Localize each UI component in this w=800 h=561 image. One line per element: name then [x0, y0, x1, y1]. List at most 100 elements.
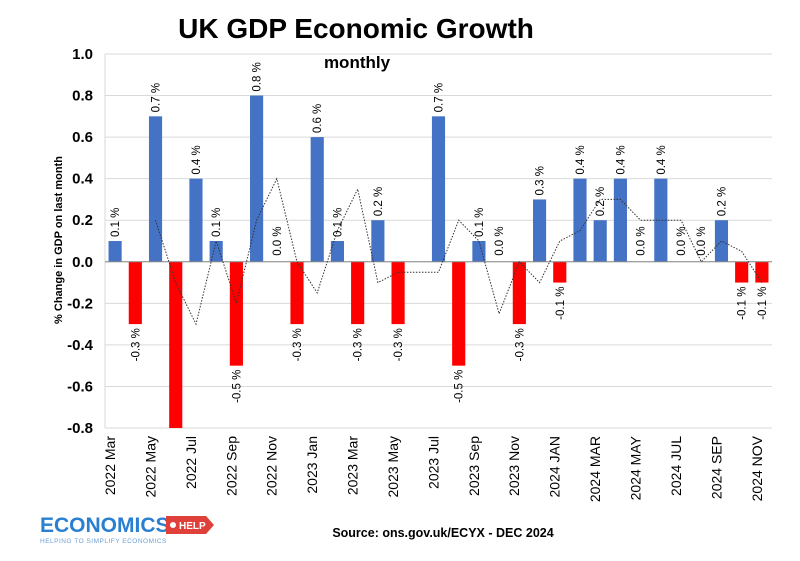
chart-subtitle: monthly — [324, 53, 391, 72]
y-tick-label: -0.2 — [67, 295, 93, 312]
x-tick-label: 2023 Sep — [466, 436, 482, 496]
bar — [391, 261, 405, 325]
bar — [553, 261, 567, 283]
logo-text: ECONOMICS — [40, 514, 170, 537]
x-tick-label: 2024 JUL — [668, 436, 684, 496]
bar — [714, 220, 729, 262]
x-tick-label: 2024 MAR — [587, 436, 603, 502]
bar — [654, 178, 668, 262]
data-label: -0.3 % — [292, 328, 304, 361]
bar — [128, 261, 142, 325]
x-tick-label: 2023 Jul — [425, 436, 441, 489]
bar — [148, 116, 163, 262]
y-tick-label: -0.6 — [67, 378, 93, 395]
data-label: 0.2 % — [373, 187, 385, 216]
y-tick-label: -0.4 — [67, 337, 94, 354]
bar — [431, 116, 446, 262]
bar — [189, 178, 203, 262]
data-label: -0.1 % — [737, 287, 749, 320]
data-label: 0.0 % — [272, 226, 284, 255]
data-label: 0.1 % — [474, 208, 486, 237]
logo-badge-shape — [166, 516, 214, 534]
trend-line-path — [155, 177, 763, 326]
logo-badge-hole-icon — [170, 522, 176, 528]
data-label: 0.0 % — [676, 226, 688, 255]
x-tick-label: 2024 MAY — [628, 435, 644, 500]
data-label: 0.1 % — [332, 208, 344, 237]
bar — [330, 241, 345, 262]
bar — [290, 261, 304, 325]
data-label: 0.0 % — [636, 226, 648, 255]
data-label: -0.3 % — [393, 328, 405, 361]
source-note: Source: ons.gov.uk/ECYX - DEC 2024 — [332, 526, 553, 540]
data-label: 0.3 % — [535, 166, 547, 195]
x-tick-label: 2022 May — [142, 436, 158, 497]
bar — [593, 220, 607, 262]
data-label: 0.7 % — [434, 83, 446, 112]
data-label: -0.1 % — [757, 287, 769, 320]
data-label: 0.2 % — [716, 187, 728, 216]
x-tick-label: 2024 NOV — [749, 435, 765, 501]
bar — [573, 178, 587, 262]
bar — [532, 199, 547, 262]
bar — [108, 241, 122, 262]
x-tick-label: 2022 Nov — [264, 436, 280, 496]
logo-badge-text: HELP — [179, 521, 206, 532]
bar — [755, 261, 769, 283]
bar — [613, 178, 627, 262]
x-tick-label: 2022 Sep — [223, 436, 239, 496]
data-label: 0.8 % — [252, 62, 264, 91]
x-tick-label: 2024 JAN — [547, 436, 563, 497]
x-tick-label: 2022 Mar — [102, 436, 118, 495]
x-tick-label: 2023 May — [385, 436, 401, 497]
bar — [512, 261, 526, 325]
data-label: 0.2 % — [595, 187, 607, 216]
y-tick-label: 0.0 — [72, 254, 93, 271]
data-label: 0.4 % — [615, 145, 627, 174]
data-label: 0.1 % — [110, 208, 122, 237]
y-tick-label: 0.8 — [72, 88, 93, 105]
data-label: -0.5 % — [231, 370, 243, 403]
data-label: 0.4 % — [656, 145, 668, 174]
data-label: -0.3 % — [514, 328, 526, 361]
bar — [452, 261, 466, 366]
bar — [229, 261, 243, 366]
data-label: 0.7 % — [151, 83, 163, 112]
bar — [735, 261, 749, 283]
data-label: 0.1 % — [211, 208, 223, 237]
bar — [250, 95, 264, 262]
bars — [105, 95, 772, 428]
x-tick-label: 2024 SEP — [708, 436, 724, 499]
economics-help-logo: ECONOMICS HELP HELPING TO SIMPLIFY ECONO… — [40, 514, 214, 545]
bar — [351, 261, 365, 325]
data-label: 0.0 % — [494, 226, 506, 255]
bar — [310, 137, 324, 262]
y-tick-label: 0.2 — [72, 212, 93, 229]
data-label: -0.5 % — [454, 370, 466, 403]
x-axis-ticks: 2022 Mar 2022 May 2022 Jul 2022 Sep 2022 Nov… — [102, 435, 765, 502]
data-label: 0.4 % — [575, 145, 587, 174]
bar — [209, 241, 223, 262]
y-tick-label: 0.4 — [72, 171, 94, 188]
data-label: 0.0 % — [696, 226, 708, 255]
data-label: 0.4 % — [191, 145, 203, 174]
data-label: 0.6 % — [312, 104, 324, 133]
bar — [371, 220, 385, 262]
bar — [472, 241, 486, 262]
y-tick-label: -0.8 — [67, 420, 93, 437]
data-label: -0.1 % — [555, 287, 567, 320]
chart-title: UK GDP Economic Growth — [178, 13, 534, 44]
x-tick-label: 2023 Jan — [304, 436, 320, 494]
data-label: -0.3 % — [130, 328, 142, 361]
x-tick-label: 2023 Nov — [506, 436, 522, 496]
x-tick-label: 2022 Jul — [183, 436, 199, 489]
y-axis-ticks: 1.0 0.8 0.6 0.4 0.2 0.0 -0.2 -0.4 -0.6 -0.8 — [67, 46, 94, 437]
data-labels: 0.1 % -0.3 % 0.7 % 0.4 % 0.1 % -0.5 % 0.8 % 0.0… — [110, 62, 769, 403]
trend-line — [155, 177, 763, 326]
y-axis-label: % Change in GDP on last month — [53, 156, 65, 324]
y-tick-label: 1.0 — [72, 46, 93, 63]
y-tick-label: 0.6 — [72, 129, 93, 146]
data-label: -0.3 % — [353, 328, 365, 361]
logo-tagline: HELPING TO SIMPLIFY ECONOMICS — [40, 538, 167, 545]
